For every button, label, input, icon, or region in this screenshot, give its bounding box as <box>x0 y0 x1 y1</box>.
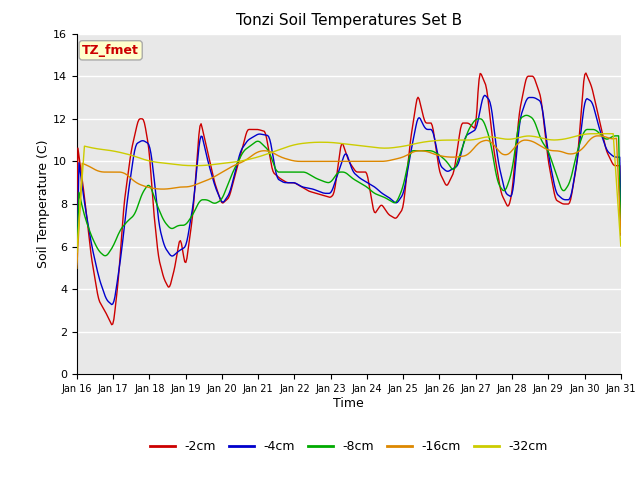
Text: TZ_fmet: TZ_fmet <box>82 44 139 57</box>
X-axis label: Time: Time <box>333 397 364 410</box>
Y-axis label: Soil Temperature (C): Soil Temperature (C) <box>37 140 50 268</box>
Legend: -2cm, -4cm, -8cm, -16cm, -32cm: -2cm, -4cm, -8cm, -16cm, -32cm <box>145 435 553 458</box>
Title: Tonzi Soil Temperatures Set B: Tonzi Soil Temperatures Set B <box>236 13 462 28</box>
